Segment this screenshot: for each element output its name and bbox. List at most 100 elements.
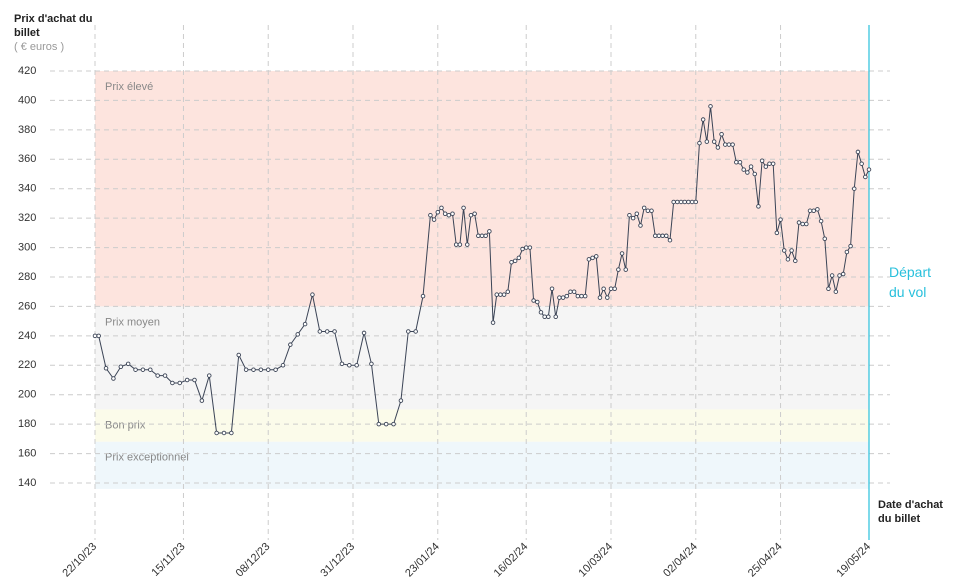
price-point xyxy=(778,217,783,222)
price-point xyxy=(133,367,138,372)
price-point xyxy=(630,215,636,221)
price-point xyxy=(586,257,592,262)
price-point xyxy=(741,167,746,172)
price-point xyxy=(398,398,404,403)
price-point xyxy=(476,233,481,239)
price-point xyxy=(579,293,584,299)
price-point xyxy=(446,212,452,218)
price-point xyxy=(505,289,511,294)
price-point xyxy=(855,149,861,155)
price-point xyxy=(302,321,308,327)
price-point xyxy=(770,161,776,166)
y-tick-label: 420 xyxy=(18,65,36,77)
price-zone xyxy=(95,441,869,489)
price-point xyxy=(723,142,728,147)
price-point xyxy=(697,140,702,146)
price-point xyxy=(520,246,525,252)
price-point xyxy=(439,205,444,211)
x-tick-label: 23/01/24 xyxy=(403,541,442,580)
price-point xyxy=(763,164,769,169)
price-point xyxy=(815,207,820,212)
price-point xyxy=(789,248,794,253)
y-tick-label: 160 xyxy=(18,447,36,459)
price-point xyxy=(605,295,610,300)
price-point xyxy=(601,286,606,292)
price-point xyxy=(354,363,359,368)
price-point xyxy=(711,139,717,144)
price-point xyxy=(822,236,828,241)
price-point xyxy=(535,299,540,305)
price-point xyxy=(652,233,658,239)
price-point xyxy=(708,104,713,109)
price-point xyxy=(310,292,315,297)
price-point xyxy=(671,199,676,205)
price-point xyxy=(501,292,507,297)
price-point xyxy=(686,199,691,205)
price-point xyxy=(420,293,426,299)
price-point xyxy=(361,330,367,336)
price-point xyxy=(546,314,551,319)
price-point xyxy=(391,421,396,427)
price-point xyxy=(859,161,864,166)
price-point xyxy=(737,159,743,165)
price-point xyxy=(785,257,791,262)
price-point xyxy=(619,251,625,256)
x-tick-label: 25/04/24 xyxy=(746,541,785,580)
price-point xyxy=(92,333,98,339)
zone-label: Prix élevé xyxy=(105,81,153,93)
x-tick-label: 02/04/24 xyxy=(661,541,700,580)
price-point xyxy=(837,273,842,278)
price-point xyxy=(840,271,846,277)
zone-label: Prix exceptionnel xyxy=(105,452,189,464)
price-point xyxy=(468,212,474,218)
price-point xyxy=(442,211,448,216)
price-point xyxy=(800,221,805,227)
y-tick-label: 400 xyxy=(18,94,36,106)
price-point xyxy=(730,142,735,147)
price-point xyxy=(383,421,389,427)
price-point xyxy=(634,211,640,216)
x-tick-label: 22/10/23 xyxy=(60,541,99,580)
price-point xyxy=(118,364,124,370)
price-point xyxy=(616,267,621,272)
price-point xyxy=(745,170,750,175)
x-tick-label: 15/11/23 xyxy=(149,541,187,579)
y-tick-label: 200 xyxy=(18,389,36,401)
price-point xyxy=(509,260,514,265)
y-axis-unit: ( € euros ) xyxy=(14,41,65,53)
price-point xyxy=(844,249,850,255)
price-point xyxy=(678,199,684,205)
price-point xyxy=(531,298,536,303)
price-point xyxy=(428,212,433,218)
price-point xyxy=(413,329,418,334)
y-tick-label: 220 xyxy=(18,359,36,371)
price-point xyxy=(852,186,857,191)
price-point xyxy=(273,367,278,372)
price-point xyxy=(483,233,488,239)
price-point xyxy=(450,211,455,216)
price-point xyxy=(575,293,581,299)
price-point xyxy=(774,230,780,236)
price-point xyxy=(553,314,558,319)
price-point xyxy=(472,211,477,216)
price-point xyxy=(140,367,146,372)
y-tick-label: 180 xyxy=(18,418,36,430)
price-point xyxy=(700,117,706,122)
y-tick-label: 360 xyxy=(18,153,36,165)
price-point xyxy=(435,210,441,215)
price-point xyxy=(811,208,816,214)
price-point xyxy=(804,221,809,227)
price-point xyxy=(376,421,382,427)
price-point xyxy=(162,373,168,378)
price-point xyxy=(103,365,109,371)
price-point xyxy=(236,352,241,358)
price-point xyxy=(719,132,724,137)
price-point xyxy=(339,361,345,367)
y-tick-label: 140 xyxy=(18,477,36,489)
price-point xyxy=(682,199,687,205)
x-tick-label: 31/12/23 xyxy=(318,541,357,580)
price-point xyxy=(487,229,492,234)
price-point xyxy=(759,158,765,164)
